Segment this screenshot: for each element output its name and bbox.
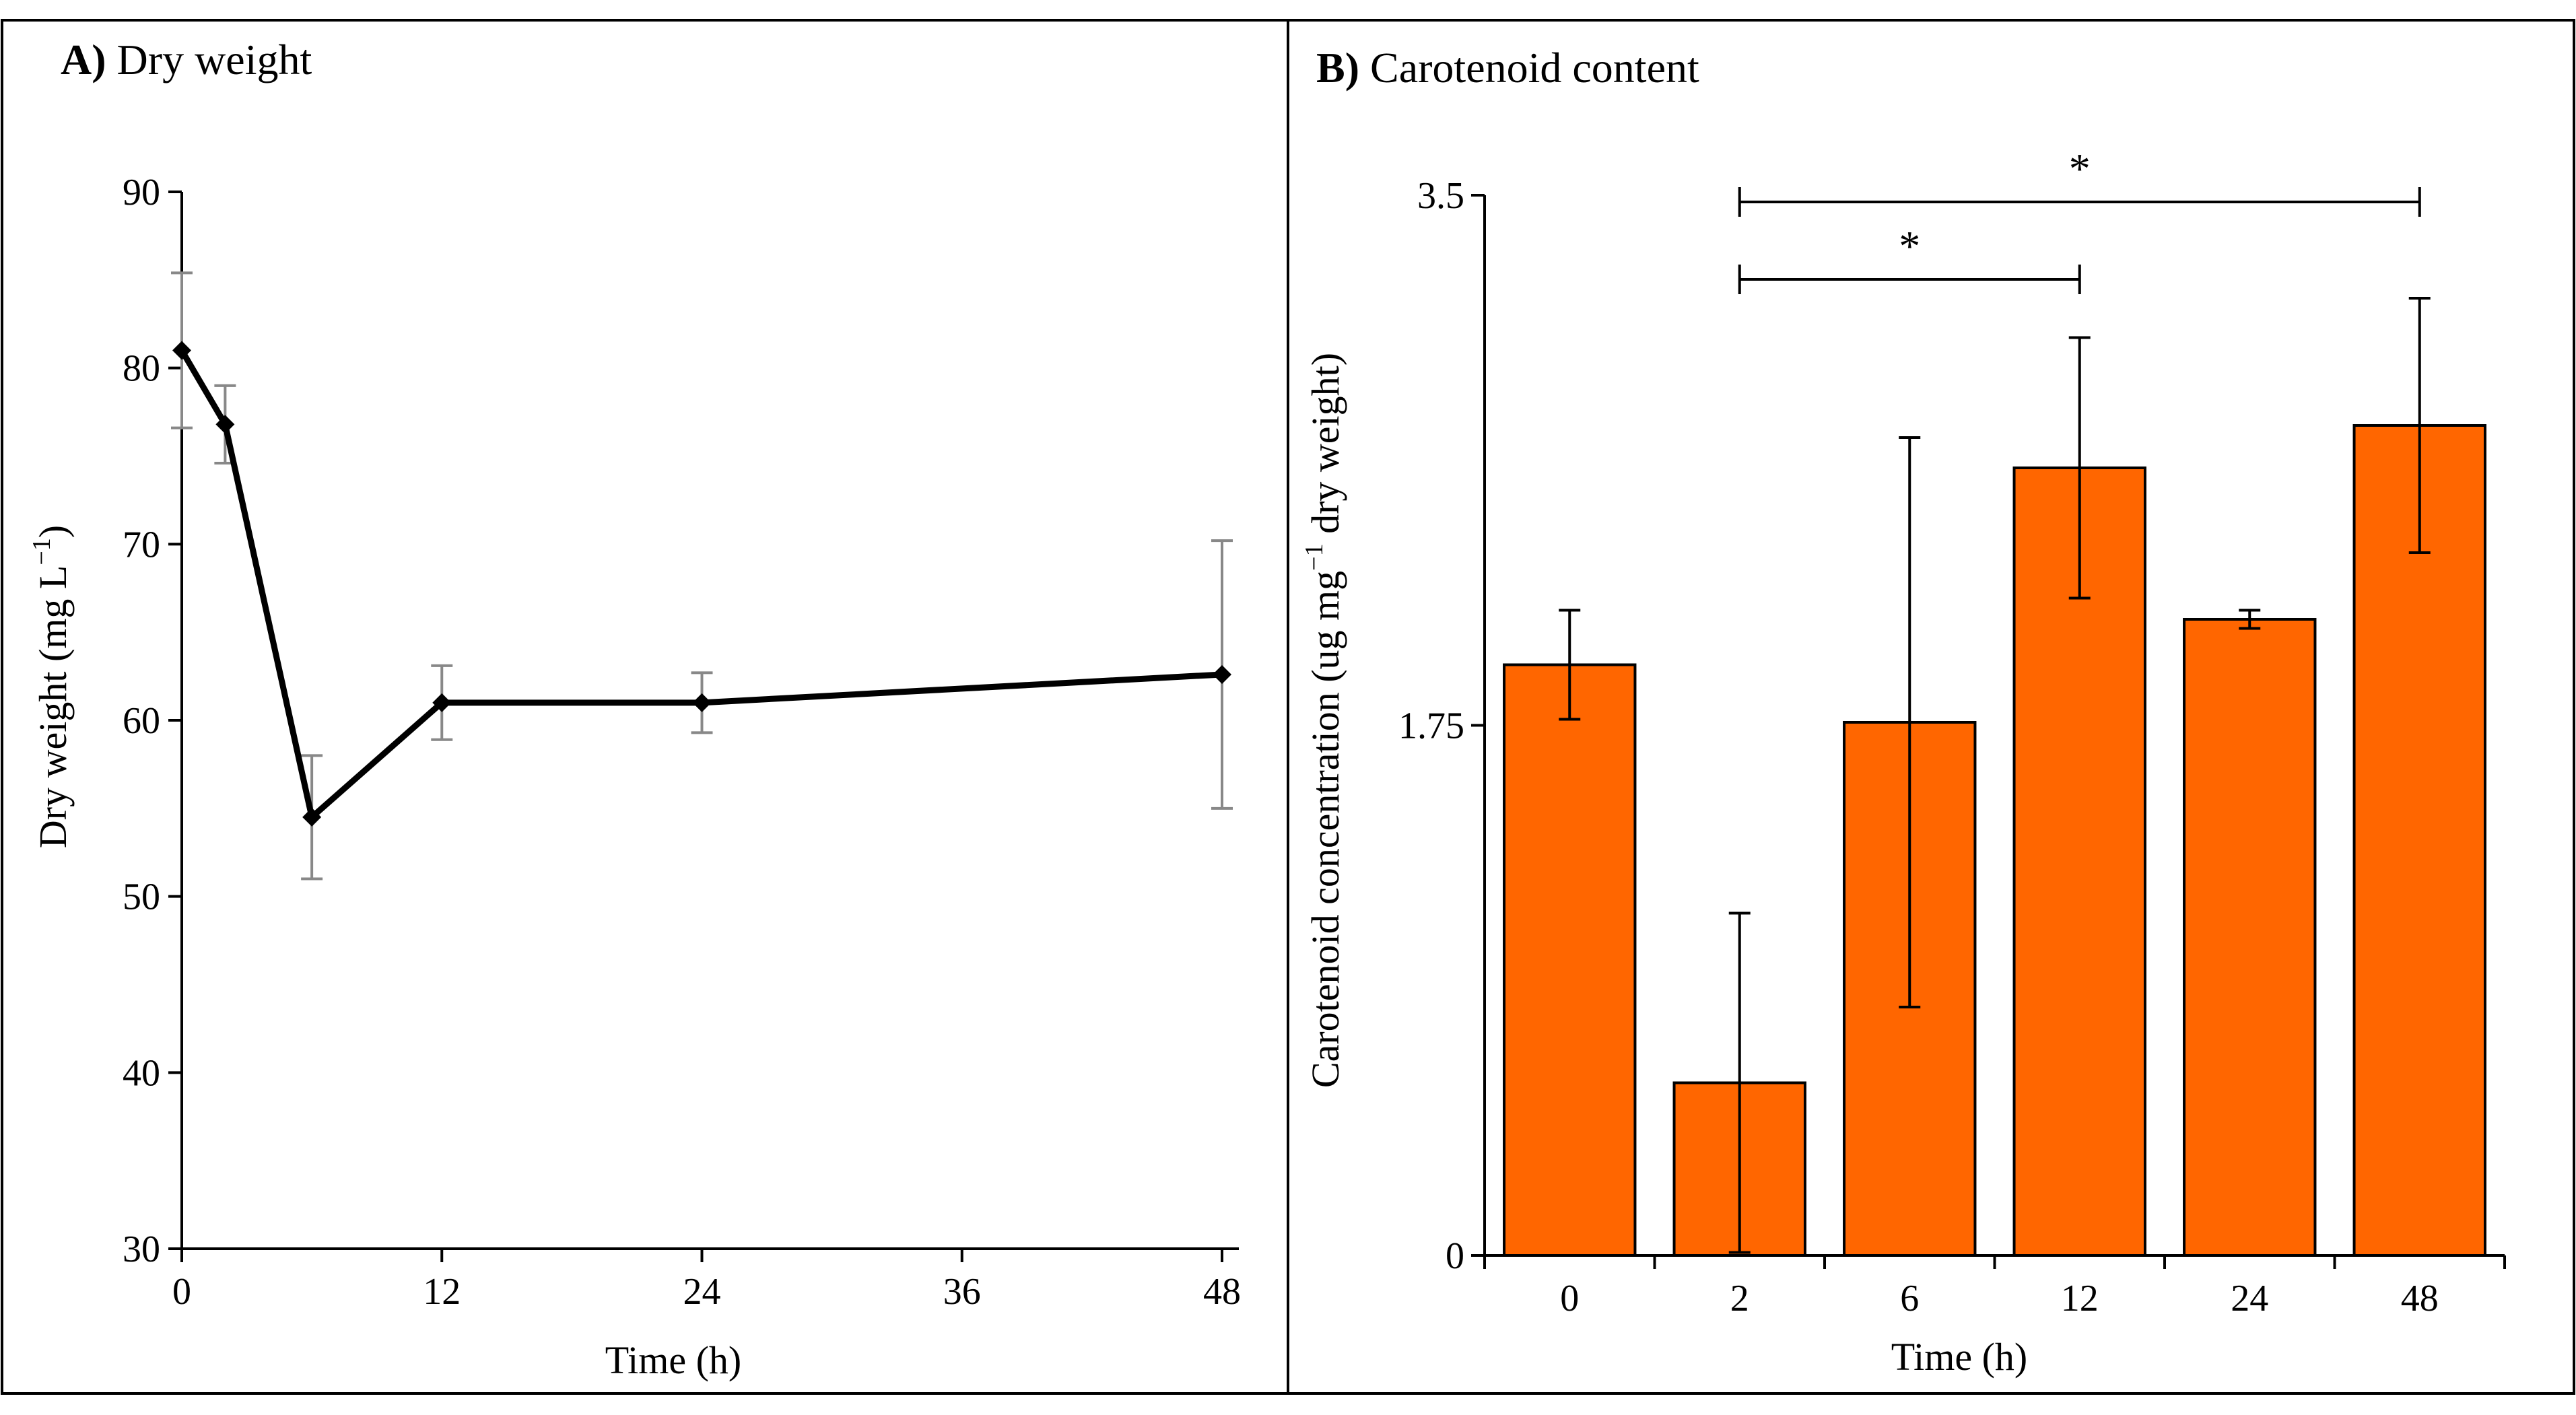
panel-a-y-tick-label: 50 <box>123 876 160 918</box>
panel-b-bar <box>2352 424 2486 1257</box>
panel-a-y-tick-label: 70 <box>123 524 160 565</box>
panel-a-x-tick-label: 12 <box>423 1271 461 1313</box>
panel-a-x-axis-label: Time (h) <box>605 1338 742 1382</box>
panel-b-x-tick-label: 0 <box>1560 1278 1579 1319</box>
panel-b-x-axis-label: Time (h) <box>1891 1335 2028 1379</box>
panel-a-x-tick-label: 0 <box>172 1271 191 1313</box>
panel-a-y-axis-label: Dry weight (mg L−1) <box>28 525 75 848</box>
panel-a-data-point <box>215 415 235 434</box>
panel-a-y-tick-label: 80 <box>123 348 160 390</box>
panel-b-carotenoid-content: B) Carotenoid content Carotenoid concent… <box>1300 44 2506 1379</box>
panel-a-data-point <box>1213 664 1231 684</box>
panel-a-series-line <box>179 349 1223 821</box>
panel-b-significance-label: * <box>1899 222 1920 270</box>
panel-b-x-tick-label: 2 <box>1730 1278 1749 1319</box>
panel-b-y-tick-label: 0 <box>1446 1235 1464 1277</box>
panel-a-x-tick-label: 36 <box>943 1271 981 1313</box>
panel-a-title: A) Dry weight <box>61 36 312 83</box>
panel-a-data-point <box>692 693 712 712</box>
panel-a-data-point <box>172 341 191 360</box>
panel-b-bar <box>1503 663 1637 1257</box>
panel-b-y-tick-label: 1.75 <box>1398 705 1464 747</box>
panel-b-y-tick-label: 3.5 <box>1417 175 1464 217</box>
panel-a-x-tick-label: 48 <box>1203 1271 1241 1313</box>
panel-b-x-tick-label: 48 <box>2401 1278 2439 1319</box>
panel-a-data-point <box>432 693 452 712</box>
panel-a-y-tick-label: 90 <box>123 172 160 213</box>
svg-text:Carotenoid concentration (ug m: Carotenoid concentration (ug mg−1 dry we… <box>1300 353 1347 1088</box>
panel-a-x-tick-label: 24 <box>683 1271 721 1313</box>
panel-a-y-tick-label: 30 <box>123 1229 160 1270</box>
panel-b-significance-label: * <box>2069 145 2091 193</box>
panel-b-title: B) Carotenoid content <box>1316 44 1699 92</box>
panel-a-data-point <box>302 807 322 827</box>
panel-b-x-tick-label: 12 <box>2061 1278 2099 1319</box>
panel-a-y-tick-label: 40 <box>123 1052 160 1094</box>
panel-a-y-tick-label: 60 <box>123 700 160 742</box>
panel-b-x-tick-label: 6 <box>1900 1278 1919 1319</box>
panel-b-bar <box>2183 618 2317 1257</box>
svg-text:Dry weight (mg L−1): Dry weight (mg L−1) <box>28 525 75 848</box>
panel-b-y-axis-label: Carotenoid concentration (ug mg−1 dry we… <box>1300 353 1347 1088</box>
panel-a-dry-weight: A) Dry weight Dry weight (mg L−1) Time (… <box>28 36 1241 1382</box>
panel-b-x-tick-label: 24 <box>2231 1278 2268 1319</box>
